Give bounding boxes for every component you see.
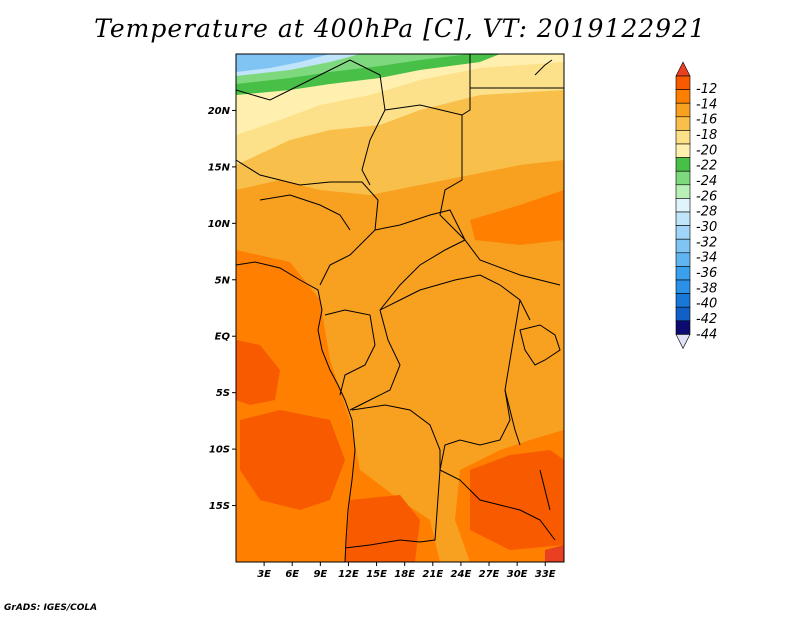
colorbar-box [675,116,691,131]
colorbar-box [675,293,691,308]
lon-tick-label: 6E [285,569,299,580]
border-car [374,209,466,311]
border-niger-chad [236,159,379,286]
colorbar-label: -24 [696,174,717,189]
colorbar-label: -42 [696,312,717,327]
colorbar-arrow-top [675,61,691,77]
colorbar-box [675,306,691,322]
field-hot-southeast [470,450,564,550]
colorbar-label: -30 [696,220,717,235]
colorbar-label: -18 [696,128,717,143]
border-misc-north [384,104,463,116]
lat-tick-label: 5N [215,275,231,286]
chart-title: Temperature at 400hPa [C], VT: 201912292… [94,14,706,43]
colorbar: -12-14-16-18-20-22-24-26-28-30-32-34-36-… [675,61,717,350]
border-east-lakes [519,324,561,366]
colorbar-box [675,279,691,294]
boundaries [236,54,564,562]
lon-tick-label: 3E [257,569,271,580]
field-blue [236,54,330,72]
colorbar-box [675,266,691,281]
colorbar-box [675,238,691,254]
colorbar-label: -38 [696,281,717,296]
map-frame [235,53,565,563]
colorbar-arrow-bottom [675,334,691,350]
border-chad-sudan [439,54,561,286]
border-drc-east [439,299,521,471]
colorbar-box [675,198,691,213]
border-niger-nigeria [259,194,351,231]
lake-malawi [539,469,551,511]
field-hot-sw [240,410,345,510]
border-gabon-congo [324,309,376,396]
colorbar-label: -20 [696,143,717,158]
colorbar-box [675,157,691,172]
colorbar-box [675,225,691,240]
lat-tick-label: 20N [208,106,231,117]
lat-tick-label: 10N [208,219,231,230]
latitude-axis: 20N 15N 10N 5N EQ 5S 10S 15S [208,106,236,512]
colorbar-box [675,170,691,186]
lon-tick-label: 9E [313,569,327,580]
colorbar-label: -12 [696,82,717,97]
field-hot-west [236,340,280,405]
border-congo-drc [349,309,401,411]
colorbar-box [675,320,691,335]
colorbar-label: -36 [696,266,717,281]
colorbar-box [675,89,691,104]
lon-tick-label: 33E [535,569,556,580]
lon-tick-label: 18E [394,569,415,580]
grads-credit: GrADS: IGES/COLA [4,603,98,613]
colorbar-label: -34 [696,251,717,266]
colorbar-label: -28 [696,205,717,220]
coastline-west [236,261,356,562]
lon-tick-label: 30E [507,569,528,580]
colorbar-label: -40 [696,297,717,312]
colorbar-label: -44 [696,327,717,342]
temperature-field [236,54,564,562]
lat-tick-label: 5S [216,388,230,399]
lon-tick-label: 21E [422,569,443,580]
colorbar-box [675,252,691,267]
lon-tick-label: 15E [366,569,387,580]
field-hottest-corner [545,545,564,562]
lon-tick-label: 24E [451,569,472,580]
colorbar-box [675,143,691,158]
colorbar-label: -22 [696,159,717,174]
longitude-axis: 3E 6E 9E 12E 15E 18E 21E 24E 27E 30E 33E [257,562,556,580]
lat-tick-label: 15N [208,162,231,173]
lake-tanganyika [504,389,521,446]
colorbar-label: -26 [696,189,717,204]
border-zambia [439,469,556,541]
border-sahara [236,59,386,186]
colorbar-label: -16 [696,113,717,128]
colorbar-label: -14 [696,97,717,112]
lat-tick-label: EQ [215,332,231,343]
colorbar-box [675,130,691,145]
colorbar-box [675,211,691,226]
lat-tick-label: 10S [209,445,230,456]
lon-tick-label: 12E [338,569,359,580]
lon-tick-label: 27E [479,569,500,580]
lat-tick-label: 15S [209,501,230,512]
colorbar-box [675,184,691,199]
colorbar-label: -32 [696,235,717,250]
colorbar-box [675,75,691,90]
colorbar-box [675,102,691,118]
red-sea-coast [534,59,553,76]
field-warm-east [470,190,564,245]
border-drc-north [379,274,531,321]
